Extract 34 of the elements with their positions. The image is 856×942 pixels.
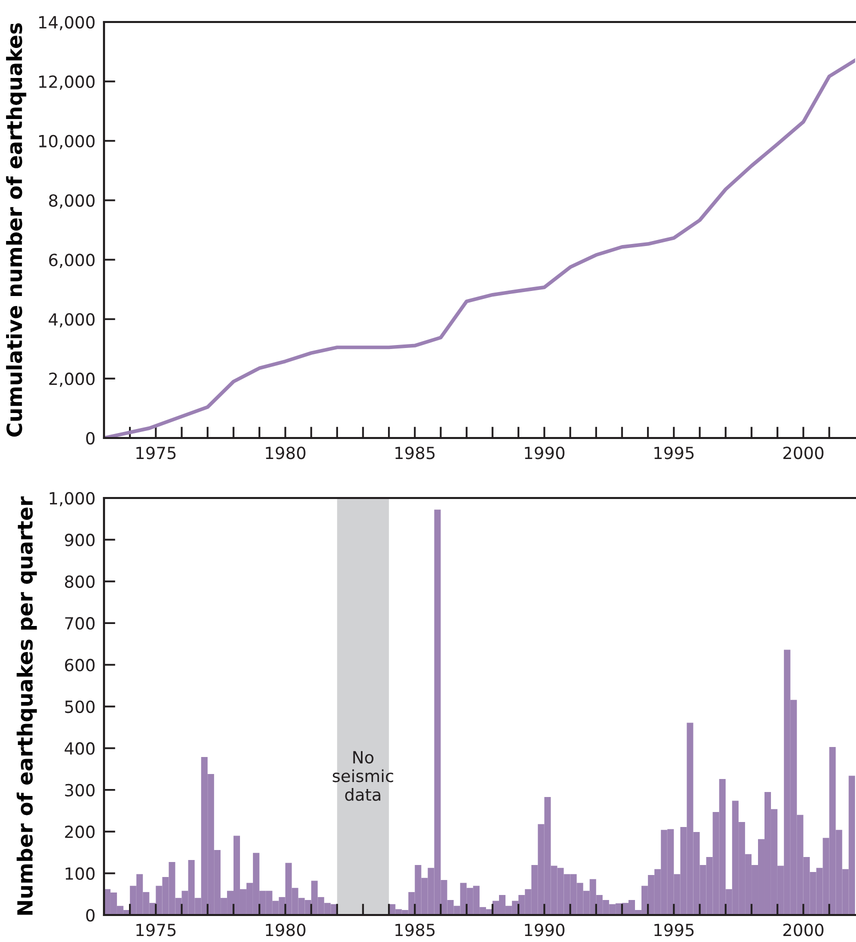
- y-tick-label: 200: [65, 826, 95, 838]
- x-tick-label: 1975: [136, 446, 176, 460]
- y-axis-title: Cumulative number of earthquakes: [6, 23, 26, 437]
- x-tick-label: 1985: [395, 924, 435, 936]
- y-tick-label: 100: [66, 867, 95, 880]
- y-tick-label: 4,000: [48, 313, 95, 328]
- y-tick-label: 10,000: [39, 134, 95, 150]
- band-label: No seismic data: [332, 751, 394, 801]
- x-tick-label: 1985: [395, 446, 435, 460]
- y-tick-label: 12,000: [39, 75, 95, 90]
- y-tick-label: 1,000: [50, 492, 95, 506]
- x-tick-label: 1990: [524, 446, 564, 460]
- y-tick-label: 400: [64, 742, 95, 755]
- x-tick-label: 1975: [136, 924, 176, 936]
- y-tick-label: 6,000: [49, 254, 95, 268]
- y-tick-label: 600: [65, 658, 95, 672]
- x-tick-label: 2000: [783, 446, 824, 460]
- x-tick-label: 1980: [266, 446, 306, 460]
- y-tick-label: 0: [86, 908, 95, 922]
- y-tick-label: 500: [65, 700, 95, 714]
- x-tick-label: 1980: [266, 924, 306, 936]
- y-tick-label: 8,000: [49, 194, 95, 209]
- y-tick-label: 300: [65, 784, 95, 796]
- y-tick-label: 800: [64, 575, 95, 588]
- y-tick-label: 2,000: [49, 372, 95, 387]
- y-tick-label: 14,000: [39, 16, 95, 30]
- y-tick-label: 700: [65, 617, 95, 630]
- x-tick-label: 1995: [654, 446, 694, 460]
- x-tick-label: 1995: [654, 924, 694, 936]
- y-tick-label: 900: [64, 534, 95, 546]
- y-tick-label: 0: [86, 432, 95, 445]
- x-tick-label: 1990: [524, 924, 564, 936]
- x-tick-label: 2000: [783, 924, 824, 936]
- y-axis-title: Number of earthquakes per quarter: [16, 496, 37, 915]
